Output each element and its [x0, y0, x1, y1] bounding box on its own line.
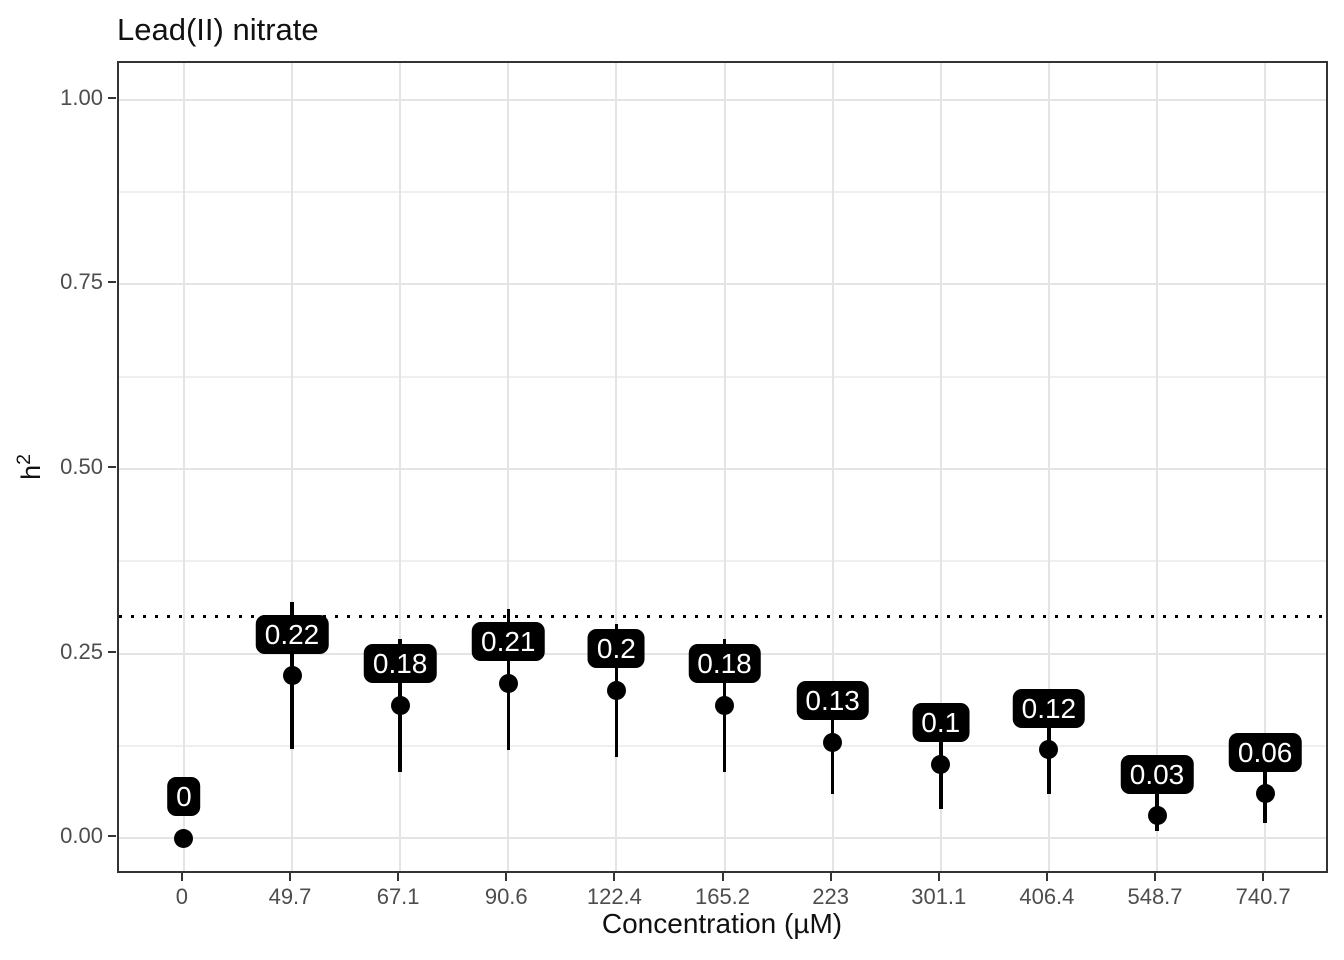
- x-tick-label: 165.2: [694, 884, 751, 909]
- x-tick-mark: [289, 873, 291, 881]
- major-gridline-x: [507, 63, 510, 871]
- x-tick-label: 90.6: [484, 884, 528, 909]
- y-tick-label: 0.25: [60, 638, 103, 664]
- point-dot: [823, 732, 843, 752]
- reference-line: [119, 615, 1326, 619]
- major-gridline-y: [119, 468, 1326, 470]
- y-axis-title-superscript: 2: [13, 454, 35, 465]
- x-tick-label: 740.7: [1235, 884, 1291, 909]
- point-value-label: 0.12: [1012, 688, 1086, 728]
- x-tick-mark: [180, 873, 183, 881]
- x-tick-label: 122.4: [586, 884, 642, 909]
- major-gridline-x: [831, 63, 834, 871]
- x-tick-label: 301.1: [911, 884, 967, 909]
- major-gridline-x: [1047, 63, 1050, 871]
- x-tick-mark: [937, 873, 940, 881]
- minor-gridline-y: [119, 191, 1326, 194]
- point-dot: [1039, 740, 1059, 759]
- point-dot: [282, 666, 302, 686]
- major-gridline-x: [399, 63, 402, 871]
- major-gridline-x: [182, 63, 185, 871]
- y-tick-mark: [108, 650, 116, 653]
- major-gridline-y: [119, 98, 1326, 101]
- point-dot: [715, 695, 734, 715]
- x-tick-label: 0: [175, 884, 188, 909]
- plot-panel: 0 0.22 0.18 0.21 0.2 0.18 0.13 0.1 0.12 0.03 0.06: [117, 61, 1328, 873]
- point-value-label: 0.18: [688, 644, 761, 684]
- point-value-label: 0.18: [363, 644, 437, 684]
- major-gridline-x: [1156, 63, 1158, 871]
- y-tick-mark: [108, 835, 116, 838]
- y-tick-mark: [108, 281, 116, 284]
- major-gridline-y: [119, 283, 1326, 286]
- point-dot: [606, 680, 626, 700]
- major-gridline-x: [291, 63, 293, 871]
- minor-gridline-y: [119, 744, 1326, 747]
- x-tick-mark: [1154, 873, 1156, 881]
- x-tick-label: 67.1: [376, 884, 420, 909]
- x-tick-label: 49.7: [268, 884, 312, 909]
- major-gridline-x: [723, 63, 726, 871]
- x-tick-label: 223: [812, 884, 849, 909]
- x-tick-mark: [721, 873, 724, 881]
- y-tick-label: 0.50: [60, 454, 103, 479]
- minor-gridline-y: [119, 375, 1326, 378]
- point-value-label: 0.22: [255, 614, 329, 654]
- point-value-label: 0.13: [796, 681, 869, 721]
- point-dot: [1255, 784, 1275, 804]
- x-tick-label: 548.7: [1127, 884, 1183, 909]
- point-dot: [498, 673, 518, 693]
- point-value-label: 0: [167, 777, 201, 817]
- point-value-label: 0.06: [1228, 732, 1302, 772]
- point-errorbar: [1155, 779, 1159, 831]
- point-value-label: 0.03: [1120, 754, 1194, 794]
- minor-gridline-y: [119, 560, 1326, 563]
- point-dot: [174, 828, 194, 848]
- point-value-label: 0.21: [472, 622, 545, 662]
- x-tick-mark: [397, 873, 400, 881]
- x-tick-label: 406.4: [1019, 884, 1075, 909]
- y-tick-mark: [108, 96, 116, 99]
- x-tick-mark: [1262, 873, 1265, 881]
- y-tick-label: 0.75: [60, 269, 103, 295]
- point-dot: [931, 754, 951, 774]
- point-dot: [1147, 806, 1167, 826]
- x-tick-mark: [505, 873, 508, 881]
- x-axis-title: Concentration (µM): [601, 908, 843, 939]
- point-dot: [390, 695, 410, 715]
- x-tick-mark: [1045, 873, 1048, 881]
- y-tick-label: 0.00: [60, 823, 103, 849]
- x-tick-mark: [613, 873, 616, 881]
- point-value-label: 0.2: [587, 629, 645, 669]
- major-gridline-y: [119, 837, 1326, 840]
- major-gridline-x: [939, 63, 942, 871]
- plot-title: Lead(II) nitrate: [117, 12, 319, 47]
- major-gridline-x: [1264, 63, 1267, 871]
- y-tick-label: 1.00: [60, 84, 103, 110]
- y-tick-mark: [108, 466, 116, 468]
- major-gridline-x: [615, 63, 618, 871]
- x-tick-mark: [829, 873, 832, 881]
- point-value-label: 0.1: [912, 703, 970, 743]
